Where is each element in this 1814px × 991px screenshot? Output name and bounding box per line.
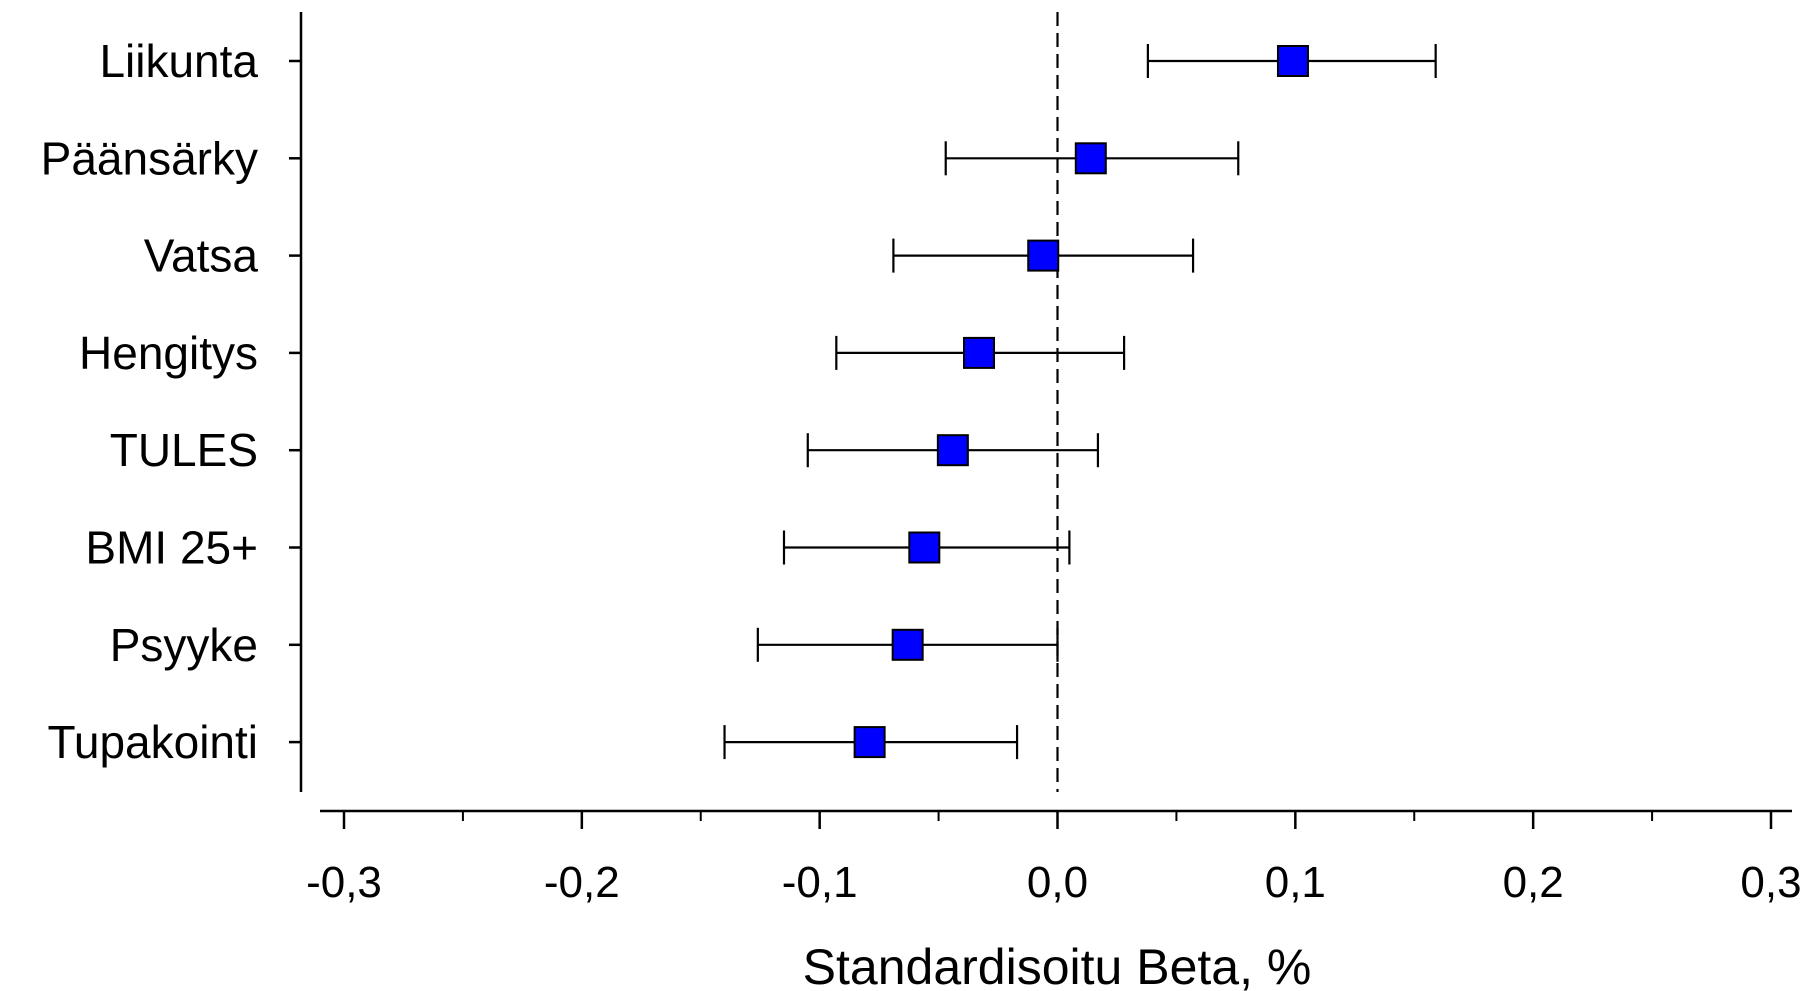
x-ticks (342, 811, 1773, 829)
estimate-marker (1074, 142, 1107, 175)
x-tick-label: 0,0 (1027, 858, 1088, 907)
category-label: Vatsa (144, 230, 259, 282)
estimate-marker (936, 434, 969, 467)
category-labels: Liikunta Päänsärky Vatsa Hengitys TULES BMI 2… (41, 35, 259, 768)
estimate-marker (963, 336, 996, 369)
category-label: Psyyke (110, 619, 258, 671)
category-label: Tupakointi (47, 716, 258, 768)
x-tick-labels: -0,3 -0,2 -0,1 0,0 0,1 0,2 0,3 (306, 858, 1802, 907)
estimate-marker (853, 726, 886, 759)
category-label: BMI 25+ (85, 522, 258, 574)
x-tick-label: -0,1 (782, 858, 858, 907)
category-label: Hengitys (79, 327, 258, 379)
x-tick-label: -0,3 (306, 858, 382, 907)
estimate-marker (1027, 239, 1060, 272)
estimate-marker (908, 531, 941, 564)
x-tick-label: 0,3 (1740, 858, 1801, 907)
y-ticks (289, 59, 301, 744)
x-axis-title: Standardisoitu Beta, % (803, 939, 1312, 991)
estimate-marker (891, 628, 924, 661)
category-label: TULES (110, 424, 258, 476)
x-tick-label: 0,2 (1503, 858, 1564, 907)
x-tick-label: 0,1 (1265, 858, 1326, 907)
category-label: Päänsärky (41, 132, 258, 184)
x-tick-label: -0,2 (544, 858, 620, 907)
category-label: Liikunta (99, 35, 258, 87)
estimate-marker (1276, 45, 1309, 77)
point-estimates (853, 45, 1309, 759)
